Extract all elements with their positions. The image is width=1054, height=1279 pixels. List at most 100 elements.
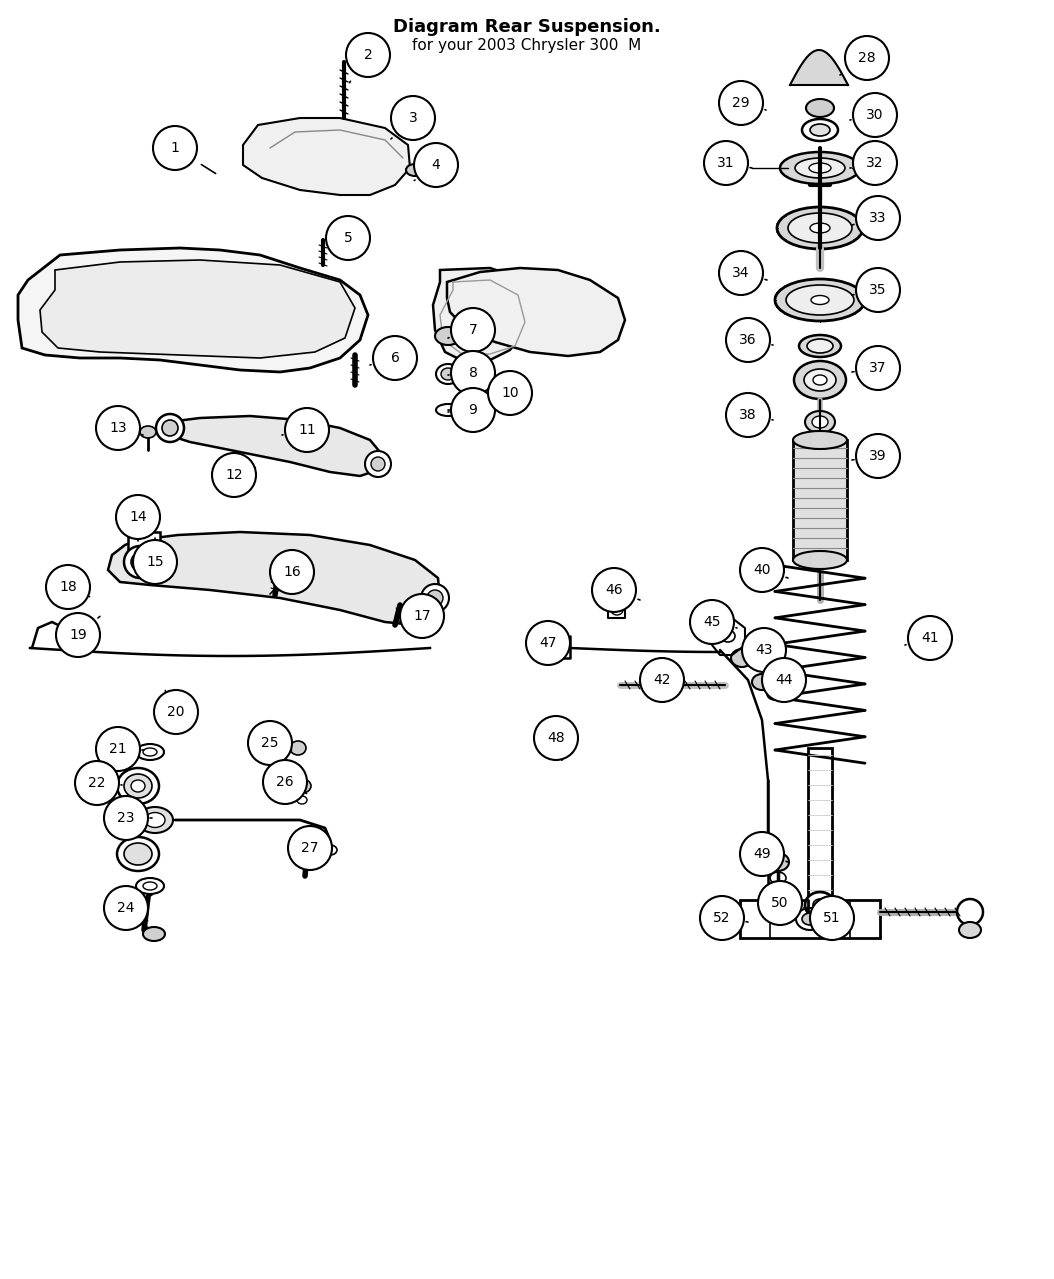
Circle shape <box>719 81 763 125</box>
Text: 21: 21 <box>110 742 126 756</box>
Text: 50: 50 <box>772 897 788 909</box>
Circle shape <box>373 336 417 380</box>
Circle shape <box>153 127 197 170</box>
Text: 15: 15 <box>147 555 163 569</box>
Text: 44: 44 <box>776 673 793 687</box>
Text: 30: 30 <box>866 107 883 122</box>
Text: 49: 49 <box>754 847 770 861</box>
Circle shape <box>853 141 897 185</box>
Circle shape <box>853 93 897 137</box>
Ellipse shape <box>794 361 846 399</box>
Text: 52: 52 <box>714 911 730 925</box>
Circle shape <box>75 761 119 804</box>
Ellipse shape <box>557 734 567 744</box>
Ellipse shape <box>752 674 772 689</box>
Circle shape <box>740 833 784 876</box>
Ellipse shape <box>547 643 559 655</box>
Text: 25: 25 <box>261 735 278 749</box>
Bar <box>793 440 847 560</box>
Circle shape <box>248 721 292 765</box>
Circle shape <box>326 216 370 260</box>
Ellipse shape <box>788 214 852 243</box>
Bar <box>128 532 160 558</box>
Circle shape <box>704 141 748 185</box>
Circle shape <box>56 613 100 657</box>
Ellipse shape <box>793 551 847 569</box>
Ellipse shape <box>145 812 165 828</box>
Polygon shape <box>40 260 355 358</box>
Ellipse shape <box>812 416 828 428</box>
Circle shape <box>46 565 90 609</box>
Ellipse shape <box>167 696 177 705</box>
Circle shape <box>264 760 307 804</box>
Circle shape <box>104 886 148 930</box>
Circle shape <box>401 593 444 638</box>
Ellipse shape <box>775 279 865 321</box>
Ellipse shape <box>435 327 461 345</box>
Ellipse shape <box>124 843 152 865</box>
Text: 23: 23 <box>117 811 135 825</box>
Ellipse shape <box>131 780 145 792</box>
Circle shape <box>726 318 770 362</box>
Polygon shape <box>447 269 625 356</box>
Circle shape <box>758 881 802 925</box>
Text: 16: 16 <box>284 565 300 579</box>
Ellipse shape <box>721 631 735 642</box>
Ellipse shape <box>813 899 827 911</box>
Text: 5: 5 <box>344 231 352 246</box>
Circle shape <box>726 393 770 437</box>
Ellipse shape <box>131 553 149 570</box>
Ellipse shape <box>795 159 845 178</box>
Text: 7: 7 <box>469 324 477 336</box>
Text: 1: 1 <box>171 141 179 155</box>
Circle shape <box>212 453 256 498</box>
Circle shape <box>346 33 390 77</box>
Ellipse shape <box>124 546 156 578</box>
Text: 32: 32 <box>866 156 883 170</box>
Text: 12: 12 <box>226 468 242 482</box>
Text: 8: 8 <box>469 366 477 380</box>
Ellipse shape <box>163 718 181 733</box>
Circle shape <box>154 689 198 734</box>
Text: 17: 17 <box>413 609 431 623</box>
Circle shape <box>845 36 889 81</box>
Ellipse shape <box>805 411 835 434</box>
Circle shape <box>719 251 763 295</box>
Ellipse shape <box>731 648 753 668</box>
Text: 28: 28 <box>858 51 876 65</box>
Text: 26: 26 <box>276 775 294 789</box>
Ellipse shape <box>421 585 449 611</box>
Text: 40: 40 <box>754 563 770 577</box>
Ellipse shape <box>767 853 789 871</box>
Circle shape <box>285 408 329 451</box>
Text: 3: 3 <box>409 111 417 125</box>
Text: 37: 37 <box>870 361 886 375</box>
Ellipse shape <box>811 295 829 304</box>
Ellipse shape <box>805 891 835 918</box>
Ellipse shape <box>813 375 827 385</box>
Text: 24: 24 <box>117 900 135 914</box>
Ellipse shape <box>124 774 152 798</box>
Ellipse shape <box>143 927 165 941</box>
Text: 46: 46 <box>605 583 623 597</box>
Text: 14: 14 <box>130 510 147 524</box>
Ellipse shape <box>290 741 306 755</box>
Ellipse shape <box>156 414 184 443</box>
Text: 29: 29 <box>733 96 749 110</box>
Polygon shape <box>108 532 440 625</box>
Polygon shape <box>433 269 530 362</box>
Circle shape <box>96 405 140 450</box>
Text: Diagram Rear Suspension.: Diagram Rear Suspension. <box>393 18 661 36</box>
Ellipse shape <box>806 98 834 116</box>
Text: 18: 18 <box>59 579 77 593</box>
Circle shape <box>451 308 495 352</box>
Ellipse shape <box>399 120 421 136</box>
Circle shape <box>742 628 786 671</box>
Text: 20: 20 <box>168 705 184 719</box>
Text: 27: 27 <box>301 842 318 854</box>
Circle shape <box>856 434 900 478</box>
Ellipse shape <box>957 899 983 925</box>
Text: 13: 13 <box>110 421 126 435</box>
Circle shape <box>762 657 806 702</box>
Ellipse shape <box>436 365 460 384</box>
